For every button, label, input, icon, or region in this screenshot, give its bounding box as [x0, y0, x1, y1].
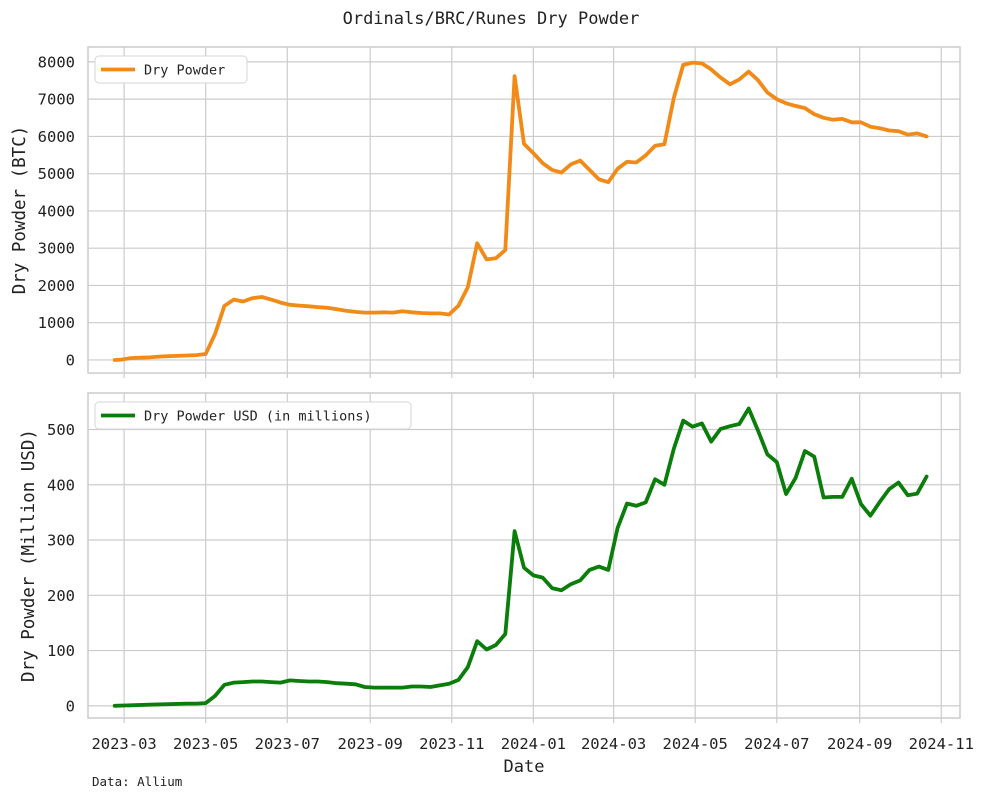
legend-entry: Dry Powder	[144, 63, 225, 79]
series-line-usd	[112, 406, 929, 708]
y-tick-label: 8000	[38, 53, 75, 71]
y-tick-label: 4000	[38, 202, 75, 220]
usd-dry-powder-panel: 0 100 200 300 400 500 2023-03 2023-05 2023-07 202…	[19, 392, 974, 753]
plot-frame	[87, 46, 961, 374]
x-tick-label: 2023-09	[338, 735, 403, 753]
y-tick-label: 400	[47, 476, 75, 494]
y-tick-label: 7000	[38, 91, 75, 109]
x-tick-label: 2024-11	[909, 735, 974, 753]
source-note: Data: Allium	[92, 774, 182, 789]
y-tick-label: 200	[47, 587, 75, 605]
x-tick-label: 2023-07	[255, 735, 320, 753]
y-axis-label: Dry Powder (Million USD)	[19, 429, 39, 682]
x-tick-label: 2024-01	[501, 735, 566, 753]
legend-box	[94, 55, 248, 84]
x-tick-label: 2023-05	[173, 735, 238, 753]
legend: Dry Powder USD (in millions)	[94, 401, 412, 430]
btc-dry-powder-panel: 0 1000 2000 3000 4000 5000 6000 7000 8000 Dry Pow…	[10, 46, 961, 378]
y-tick-label: 1000	[38, 314, 75, 332]
plot-frame	[87, 392, 961, 719]
y-tick-label: 0	[66, 697, 75, 715]
figure-title: Ordinals/BRC/Runes Dry Powder	[343, 9, 640, 29]
y-axis-label: Dry Powder (BTC)	[10, 126, 30, 295]
legend-box	[94, 401, 412, 430]
series-line-btc	[112, 60, 929, 362]
y-tick-label: 2000	[38, 277, 75, 295]
y-tick-label: 300	[47, 532, 75, 550]
x-axis-label: Date	[504, 757, 545, 777]
x-tick-label: 2024-05	[663, 735, 728, 753]
x-tick-label: 2024-09	[827, 735, 892, 753]
x-tick-label: 2023-11	[419, 735, 484, 753]
x-tick-label: 2024-03	[581, 735, 646, 753]
legend-entry: Dry Powder USD (in millions)	[144, 409, 372, 425]
y-tick-label: 3000	[38, 240, 75, 258]
y-tick-label: 5000	[38, 165, 75, 183]
y-tick-label: 500	[47, 421, 75, 439]
x-tick-label: 2024-07	[744, 735, 809, 753]
legend: Dry Powder	[94, 55, 248, 84]
x-tick-label: 2023-03	[91, 735, 156, 753]
y-tick-label: 6000	[38, 128, 75, 146]
y-tick-label: 100	[47, 642, 75, 660]
y-tick-label: 0	[66, 351, 75, 369]
